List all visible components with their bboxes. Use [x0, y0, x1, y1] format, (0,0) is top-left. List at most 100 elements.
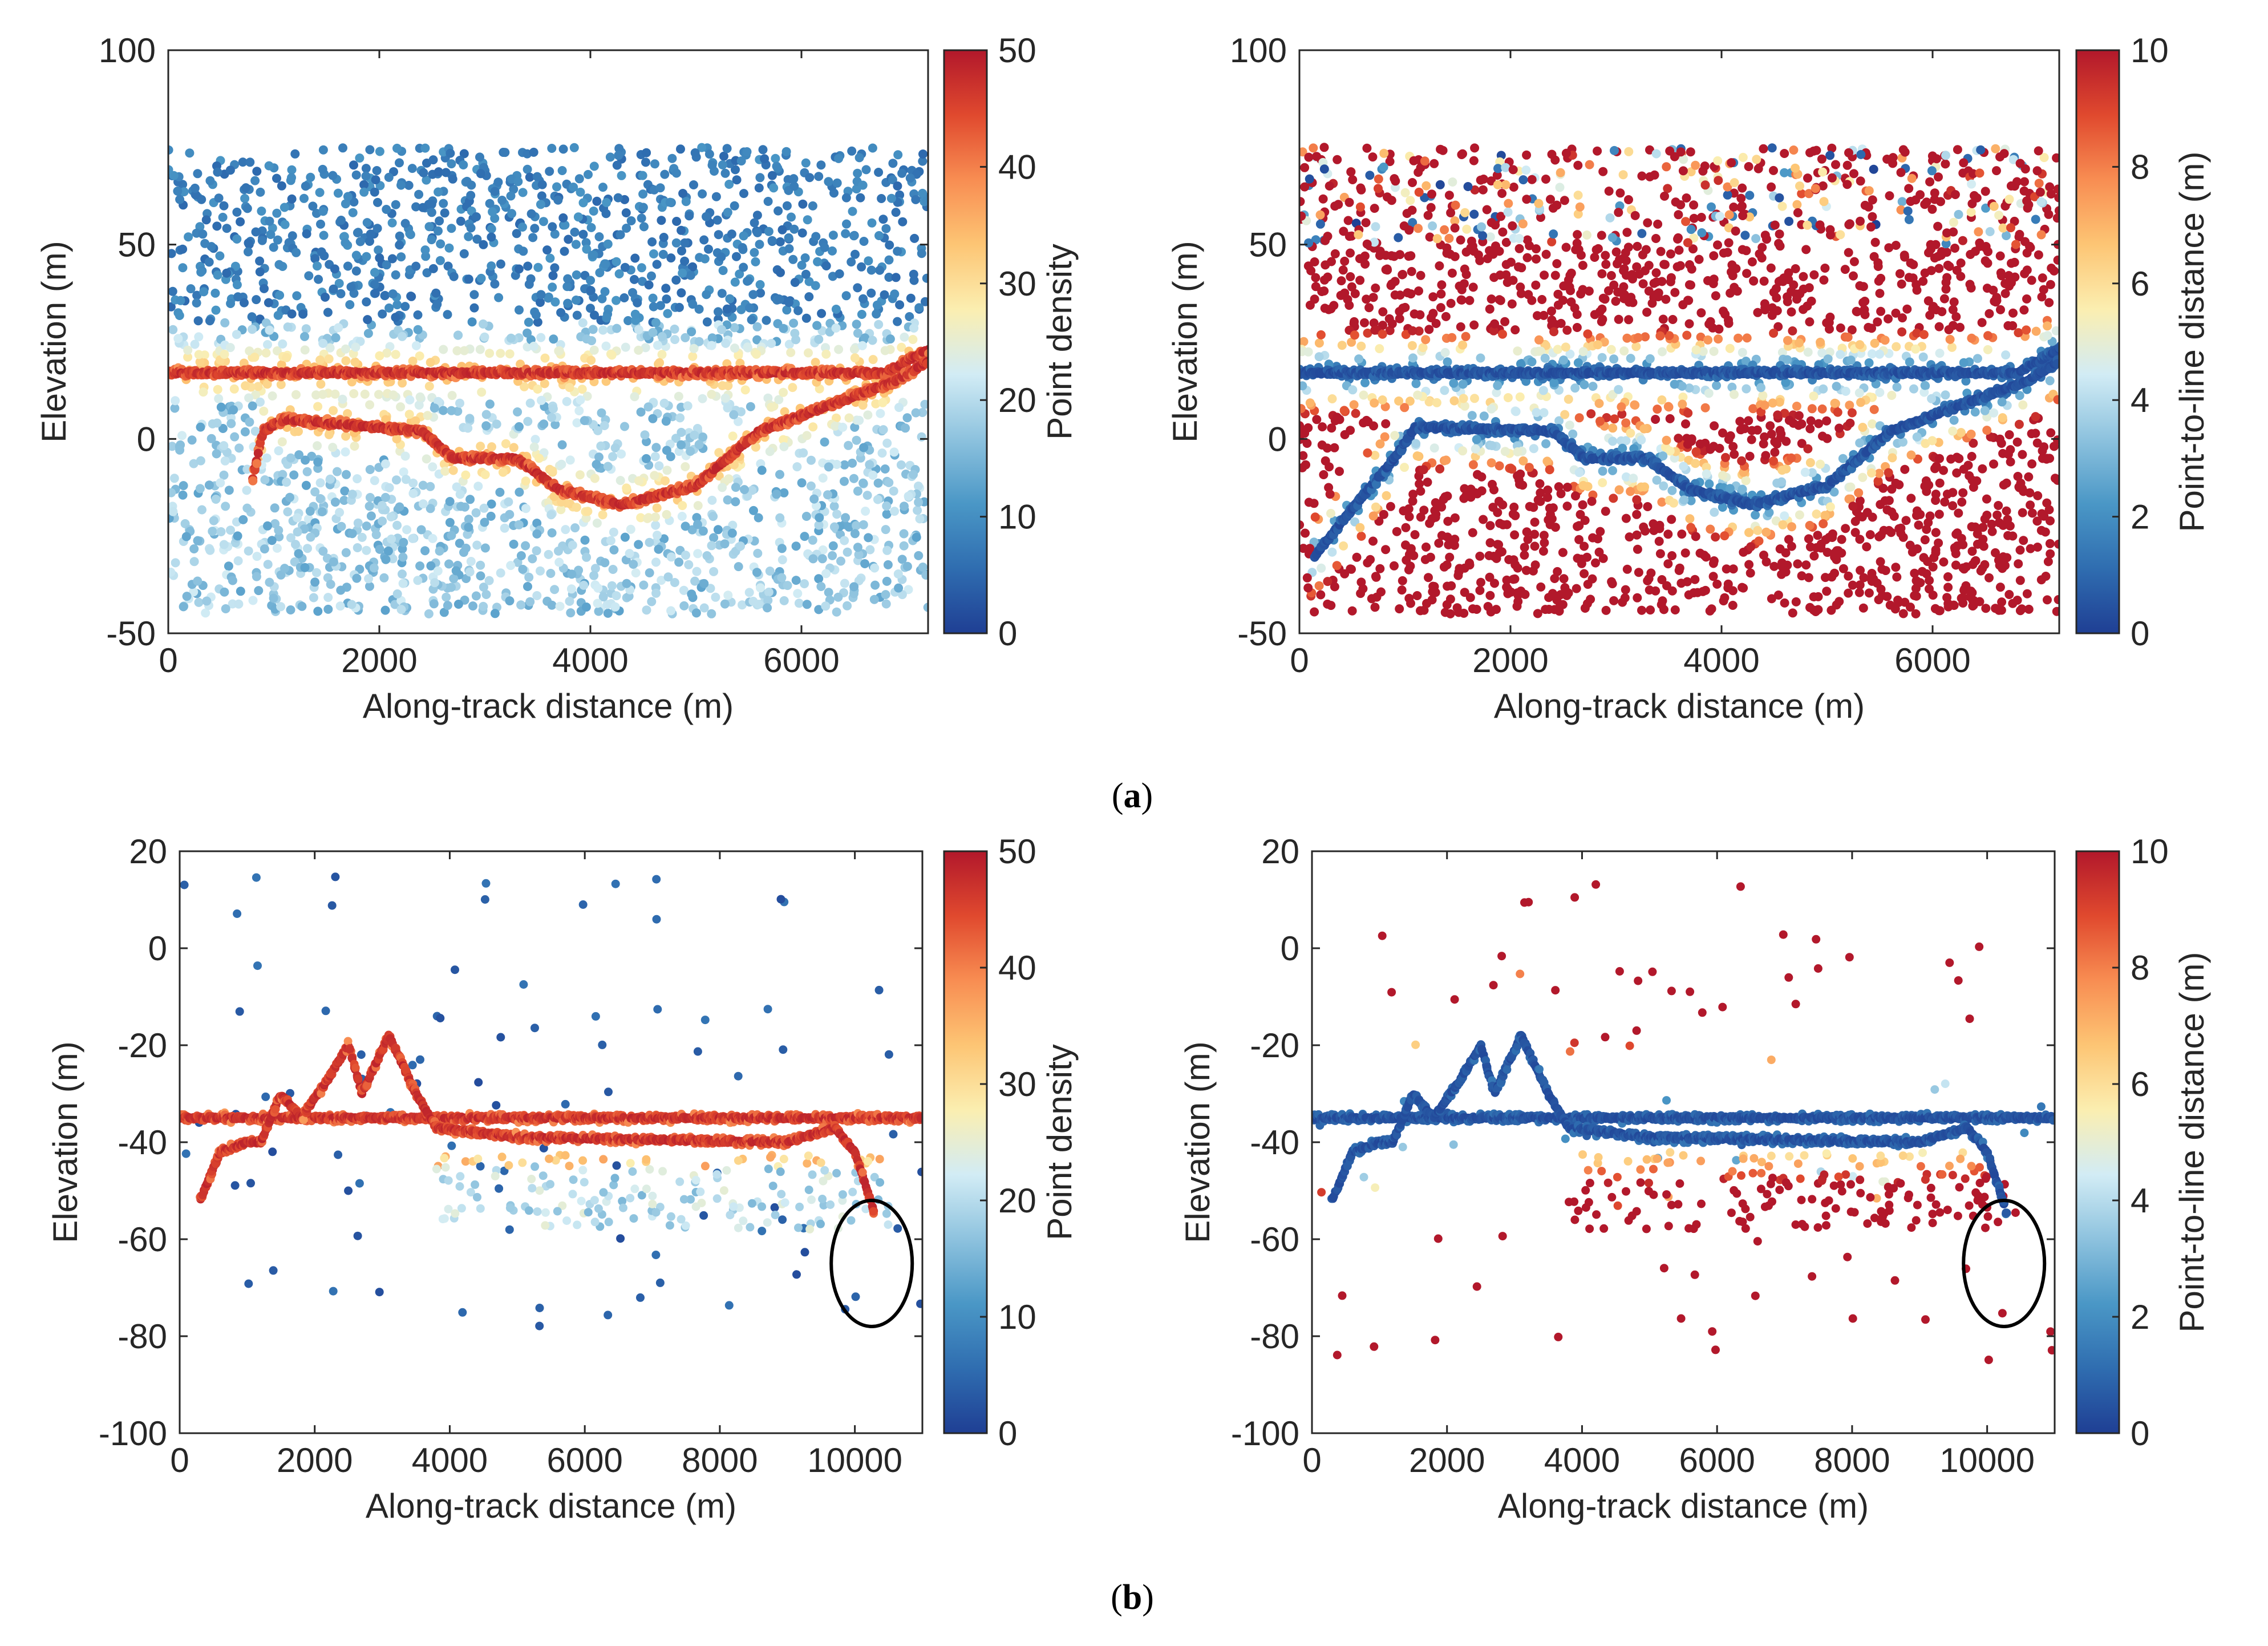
noise-point: [581, 238, 591, 248]
noise-point: [428, 462, 438, 472]
noise-point: [219, 441, 229, 451]
noise-point: [829, 502, 839, 511]
noise-point: [533, 262, 543, 272]
noise-point: [330, 389, 340, 399]
noise-point: [439, 406, 448, 415]
noise-point: [897, 168, 907, 178]
noise-point: [651, 318, 661, 327]
noise-point: [514, 264, 524, 274]
noise-point: [697, 143, 707, 152]
noise-point: [546, 569, 556, 578]
noise-point: [202, 596, 212, 606]
noise-point: [592, 460, 601, 469]
noise-point: [714, 448, 724, 458]
noise-point: [1949, 217, 1958, 227]
noise-point: [893, 181, 902, 191]
noise-point: [318, 207, 328, 216]
noise-point: [836, 556, 845, 566]
noise-point: [544, 292, 553, 302]
noise-point: [392, 434, 402, 444]
noise-point: [347, 377, 357, 387]
noise-point: [221, 502, 230, 511]
noise-point: [670, 578, 679, 587]
noise-point: [811, 358, 820, 367]
noise-point: [777, 573, 787, 583]
noise-point: [439, 199, 448, 208]
noise-point: [762, 316, 771, 325]
noise-point: [548, 404, 558, 414]
noise-point: [485, 399, 495, 409]
noise-point: [334, 323, 343, 333]
noise-point: [375, 351, 384, 361]
noise-point: [290, 149, 300, 159]
noise-point: [459, 249, 469, 258]
noise-point: [872, 309, 881, 319]
noise-point: [2020, 177, 2029, 187]
noise-point: [496, 349, 505, 358]
noise-point: [371, 175, 380, 185]
noise-point: [881, 599, 891, 609]
noise-point: [918, 563, 928, 572]
noise-point: [662, 294, 671, 304]
noise-point: [852, 435, 861, 445]
noise-point: [876, 409, 885, 418]
noise-point: [386, 512, 396, 521]
noise-point: [294, 549, 303, 559]
noise-point: [400, 302, 410, 312]
noise-point: [330, 498, 340, 507]
noise-point: [661, 416, 671, 426]
noise-point: [463, 423, 473, 433]
noise-point: [314, 274, 323, 284]
noise-point: [214, 193, 224, 203]
y-tick-label: 0: [137, 420, 156, 458]
noise-point: [598, 325, 608, 335]
noise-point: [893, 150, 903, 160]
noise-point: [683, 401, 692, 411]
noise-point: [767, 236, 777, 245]
noise-point: [392, 589, 402, 598]
noise-point: [446, 148, 455, 158]
noise-point: [860, 559, 870, 568]
noise-point: [681, 462, 690, 471]
noise-point: [672, 217, 682, 226]
noise-point: [723, 591, 733, 600]
noise-point: [842, 219, 851, 229]
noise-point: [540, 353, 550, 363]
noise-point: [712, 215, 722, 225]
noise-point: [170, 403, 180, 413]
noise-point: [479, 601, 488, 611]
noise-point: [257, 236, 267, 245]
noise-point: [1381, 545, 1391, 555]
noise-point: [917, 432, 926, 442]
noise-point: [225, 343, 235, 353]
noise-point: [291, 248, 301, 257]
noise-point: [287, 194, 297, 204]
noise-point: [890, 289, 900, 299]
noise-point: [255, 256, 265, 266]
noise-point: [241, 183, 251, 193]
noise-point: [835, 269, 844, 278]
noise-point: [2044, 298, 2054, 308]
noise-point: [600, 421, 609, 430]
noise-point: [781, 147, 791, 156]
noise-point: [693, 501, 703, 511]
noise-point: [169, 171, 179, 180]
noise-point: [485, 199, 495, 208]
noise-point: [650, 471, 659, 480]
noise-point: [584, 169, 593, 179]
noise-point: [857, 310, 866, 319]
noise-point: [480, 332, 489, 342]
noise-point: [550, 263, 560, 273]
noise-point: [797, 228, 807, 238]
noise-point: [874, 168, 884, 177]
noise-point: [727, 528, 737, 538]
noise-point: [620, 422, 629, 431]
noise-point: [698, 432, 708, 442]
noise-point: [698, 526, 708, 536]
noise-point: [315, 188, 325, 197]
noise-point: [445, 497, 455, 506]
noise-point: [786, 347, 796, 357]
noise-point: [300, 331, 309, 341]
noise-point: [821, 601, 831, 611]
